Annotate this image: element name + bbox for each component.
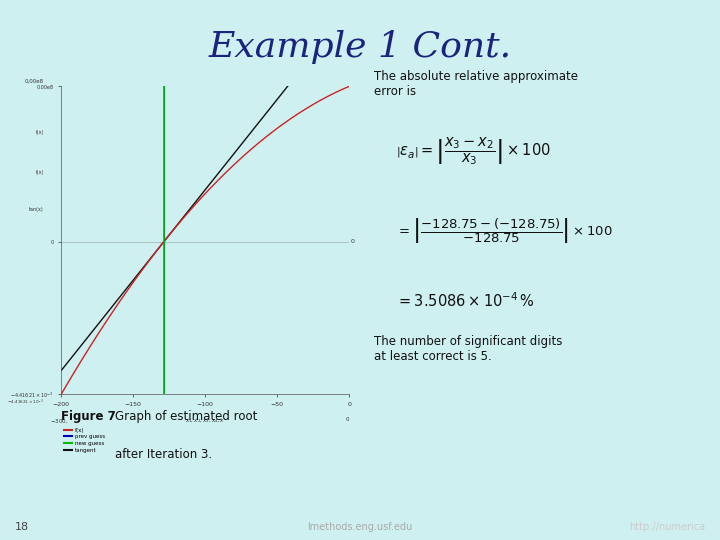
Text: $x_1, x_2, x_3, x_4, x$: $x_1, x_2, x_3, x_4, x$ xyxy=(185,417,225,425)
Text: after Iteration 3.: after Iteration 3. xyxy=(115,448,212,461)
Text: The number of significant digits
at least correct is 5.: The number of significant digits at leas… xyxy=(374,335,563,363)
Text: 0,00e8: 0,00e8 xyxy=(24,78,44,83)
Text: tan(x): tan(x) xyxy=(30,207,44,212)
Text: http://numerica: http://numerica xyxy=(629,522,706,532)
Legend: f(x), prev guess, new guess, tangent: f(x), prev guess, new guess, tangent xyxy=(64,428,104,453)
Text: $= \left|\dfrac{-128.75 - \left(-128.75\right)}{-128.75}\right| \times 100$: $= \left|\dfrac{-128.75 - \left(-128.75\… xyxy=(396,216,613,245)
Text: Figure 7: Figure 7 xyxy=(61,410,116,423)
Text: Example 1 Cont.: Example 1 Cont. xyxy=(208,30,512,64)
Text: lmethods.eng.usf.edu: lmethods.eng.usf.edu xyxy=(307,522,413,532)
Text: 0: 0 xyxy=(346,417,349,422)
Text: 18: 18 xyxy=(14,522,29,532)
Text: $-4.41621\times10^{-3}$: $-4.41621\times10^{-3}$ xyxy=(7,397,44,407)
Text: $\left|\epsilon_a\right| = \left|\dfrac{x_3 - x_2}{x_3}\right| \times 100$: $\left|\epsilon_a\right| = \left|\dfrac{… xyxy=(396,135,551,167)
Text: Graph of estimated root: Graph of estimated root xyxy=(115,410,258,423)
Text: The absolute relative approximate
error is: The absolute relative approximate error … xyxy=(374,70,578,98)
Text: f(x): f(x) xyxy=(35,170,44,175)
Text: 0: 0 xyxy=(351,239,354,244)
Text: $-300,$: $-300,$ xyxy=(50,417,68,425)
Text: f(x): f(x) xyxy=(35,130,44,135)
Text: $= 3.5086 \times 10^{-4}\,\%$: $= 3.5086 \times 10^{-4}\,\%$ xyxy=(396,292,535,310)
